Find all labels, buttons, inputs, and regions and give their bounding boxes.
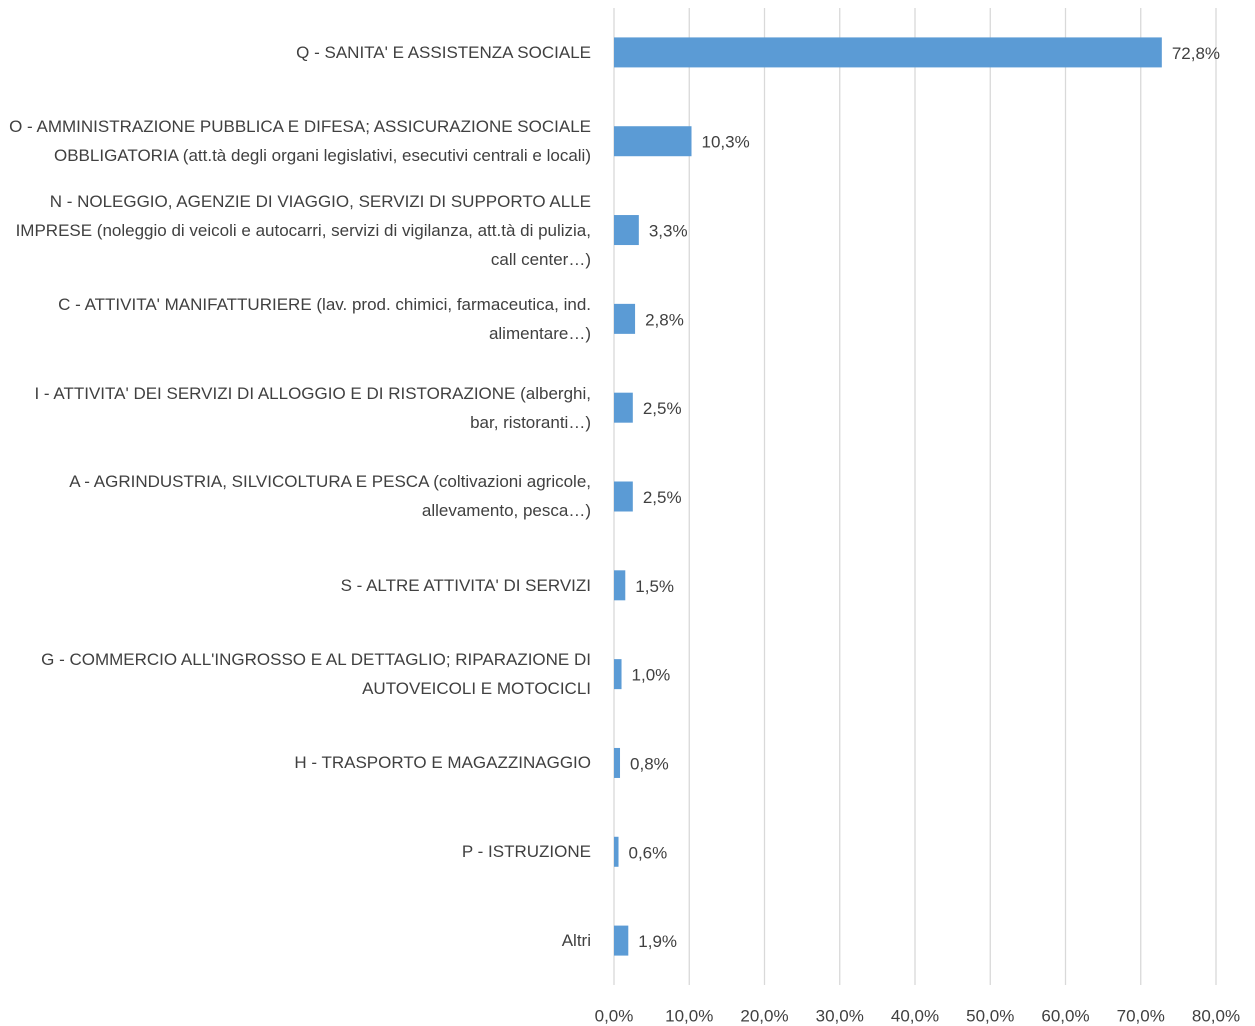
category-text: A - AGRINDUSTRIA, SILVICOLTURA E PESCA (… xyxy=(69,472,591,521)
category-label: N - NOLEGGIO, AGENZIE DI VIAGGIO, SERVIZ… xyxy=(4,186,591,275)
category-label: P - ISTRUZIONE xyxy=(4,807,591,896)
category-label: Q - SANITA' E ASSISTENZA SOCIALE xyxy=(4,8,591,97)
x-tick-label: 30,0% xyxy=(816,1006,864,1025)
category-label: S - ALTRE ATTIVITA' DI SERVIZI xyxy=(4,541,591,630)
category-text: Q - SANITA' E ASSISTENZA SOCIALE xyxy=(296,42,591,62)
bar xyxy=(614,37,1162,68)
data-label: 1,9% xyxy=(638,932,677,951)
bar xyxy=(614,303,636,334)
x-tick-label: 80,0% xyxy=(1192,1006,1240,1025)
data-label: 2,8% xyxy=(645,310,684,329)
x-tick-label: 70,0% xyxy=(1117,1006,1165,1025)
category-text: H - TRASPORTO E MAGAZZINAGGIO xyxy=(294,753,591,773)
data-label: 2,5% xyxy=(643,399,682,418)
bar xyxy=(614,481,633,512)
category-label: G - COMMERCIO ALL'INGROSSO E AL DETTAGLI… xyxy=(4,630,591,719)
category-text: I - ATTIVITA' DEI SERVIZI DI ALLOGGIO E … xyxy=(34,383,591,432)
category-label: Altri xyxy=(4,896,591,985)
bar xyxy=(614,126,692,157)
category-label: A - AGRINDUSTRIA, SILVICOLTURA E PESCA (… xyxy=(4,452,591,541)
data-label: 1,0% xyxy=(632,666,671,685)
category-text: S - ALTRE ATTIVITA' DI SERVIZI xyxy=(340,575,591,595)
category-text: N - NOLEGGIO, AGENZIE DI VIAGGIO, SERVIZ… xyxy=(15,191,591,269)
category-text: C - ATTIVITA' MANIFATTURIERE (lav. prod.… xyxy=(58,294,591,343)
bar xyxy=(614,215,639,246)
category-text: O - AMMINISTRAZIONE PUBBLICA E DIFESA; A… xyxy=(9,117,591,166)
category-label: O - AMMINISTRAZIONE PUBBLICA E DIFESA; A… xyxy=(4,97,591,186)
category-text: P - ISTRUZIONE xyxy=(461,842,591,862)
bar xyxy=(614,570,626,601)
category-label: H - TRASPORTO E MAGAZZINAGGIO xyxy=(4,719,591,808)
bar xyxy=(614,392,633,423)
data-label: 3,3% xyxy=(649,222,688,241)
x-tick-label: 20,0% xyxy=(740,1006,788,1025)
data-label: 0,8% xyxy=(630,754,669,773)
bar xyxy=(614,836,619,867)
category-label: I - ATTIVITA' DEI SERVIZI DI ALLOGGIO E … xyxy=(4,363,591,452)
category-text: G - COMMERCIO ALL'INGROSSO E AL DETTAGLI… xyxy=(41,650,591,699)
x-tick-label: 40,0% xyxy=(891,1006,939,1025)
x-tick-label: 0,0% xyxy=(595,1006,634,1025)
x-tick-label: 60,0% xyxy=(1041,1006,1089,1025)
data-label: 1,5% xyxy=(635,577,674,596)
data-label: 10,3% xyxy=(702,133,750,152)
category-label: C - ATTIVITA' MANIFATTURIERE (lav. prod.… xyxy=(4,274,591,363)
x-tick-label: 50,0% xyxy=(966,1006,1014,1025)
bar xyxy=(614,747,621,778)
bar xyxy=(614,925,629,956)
bar xyxy=(614,659,622,690)
data-label: 0,6% xyxy=(629,843,668,862)
x-tick-label: 10,0% xyxy=(665,1006,713,1025)
data-label: 2,5% xyxy=(643,488,682,507)
category-text: Altri xyxy=(561,931,591,951)
data-label: 72,8% xyxy=(1172,44,1220,63)
